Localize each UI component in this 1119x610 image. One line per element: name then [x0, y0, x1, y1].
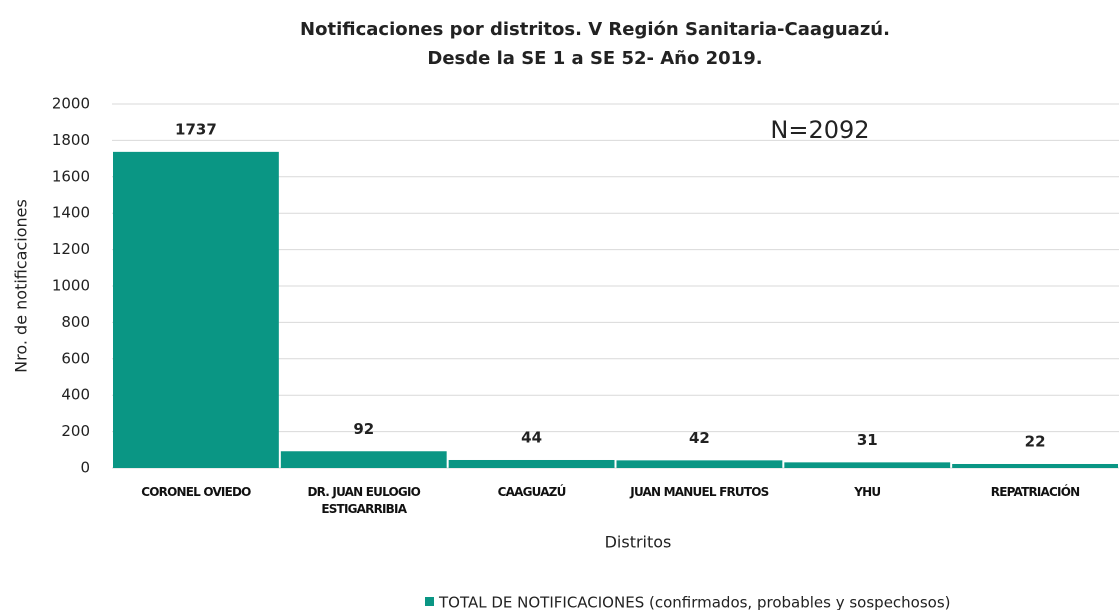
- y-tick-label: 1400: [52, 204, 90, 222]
- y-tick-label: 1600: [52, 167, 90, 185]
- bar: [280, 451, 447, 468]
- legend-marker: [425, 597, 434, 606]
- data-label: 92: [353, 420, 374, 438]
- x-tick-label: CORONEL OVIEDO: [141, 485, 251, 499]
- y-tick-label: 800: [61, 313, 90, 331]
- x-tick-label: JUAN MANUEL FRUTOS: [630, 485, 769, 499]
- bar: [448, 459, 615, 468]
- x-tick-label: YHU: [854, 485, 881, 499]
- data-label: 44: [521, 428, 542, 446]
- bar: [113, 151, 279, 468]
- x-tick-label: CAAGUAZÚ: [497, 485, 567, 499]
- y-axis-label: Nro. de notificaciones: [12, 199, 31, 373]
- bar: [616, 460, 783, 468]
- chart-title: Desde la SE 1 a SE 52- Año 2019.: [427, 48, 762, 69]
- y-tick-label: 200: [61, 422, 90, 440]
- chart-title: Notificaciones por distritos. V Región S…: [300, 19, 890, 40]
- y-tick-label: 400: [61, 386, 90, 404]
- y-tick-label: 2000: [52, 95, 90, 113]
- data-label: 31: [857, 431, 878, 449]
- x-tick-label: REPATRIACIÓN: [990, 485, 1080, 499]
- y-tick-label: 600: [61, 349, 90, 367]
- x-axis-label: Distritos: [605, 533, 672, 552]
- y-tick-label: 0: [80, 459, 90, 477]
- data-label: 1737: [175, 120, 217, 138]
- data-label: 42: [689, 429, 710, 447]
- bar: [784, 462, 951, 468]
- y-tick-label: 1200: [52, 240, 90, 258]
- bar: [952, 463, 1118, 468]
- x-tick-label: DR. JUAN EULOGIO ESTIGARRIBIA: [307, 485, 421, 516]
- y-tick-label: 1000: [52, 277, 90, 295]
- legend-label: TOTAL DE NOTIFICACIONES (confirmados, pr…: [438, 594, 951, 610]
- y-tick-label: 1800: [52, 131, 90, 149]
- data-label: 22: [1025, 432, 1046, 450]
- annotation: N=2092: [770, 116, 869, 144]
